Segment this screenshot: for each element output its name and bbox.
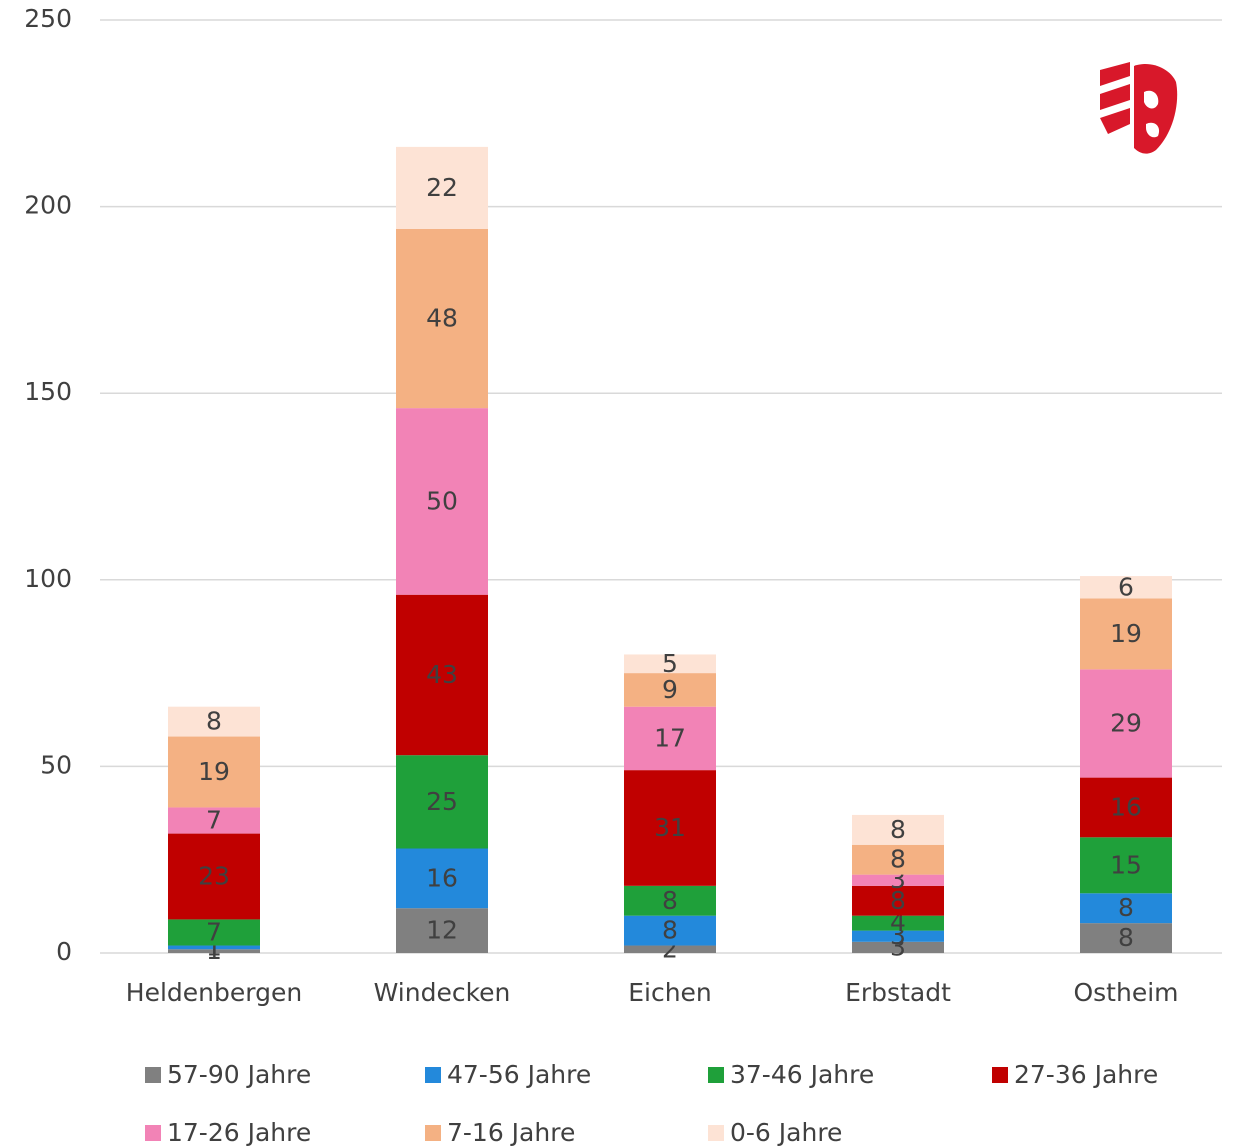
y-tick-label: 100 (24, 564, 72, 593)
legend-label: 57-90 Jahre (167, 1060, 311, 1089)
bar-segment (852, 814, 944, 845)
data-label: 29 (1110, 708, 1142, 737)
data-label: 22 (426, 173, 458, 202)
bar-segment (852, 844, 944, 875)
data-label: 8 (890, 886, 906, 915)
bar-segment (624, 945, 716, 953)
bar-segment (852, 915, 944, 931)
bar-segment (168, 949, 260, 953)
data-label: 48 (426, 304, 458, 333)
data-label: 43 (426, 660, 458, 689)
y-tick-label: 250 (24, 4, 72, 33)
data-label: 19 (198, 757, 230, 786)
bar-segment (852, 930, 944, 942)
legend-label: 17-26 Jahre (167, 1118, 311, 1147)
legend-label: 27-36 Jahre (1014, 1060, 1158, 1089)
bar-segment (1080, 598, 1172, 670)
data-label: 6 (1118, 572, 1134, 601)
bar-segment (396, 908, 488, 953)
bar-segment (396, 848, 488, 909)
legend-swatch (425, 1067, 441, 1083)
legend-swatch (425, 1125, 441, 1141)
bar-segment (168, 706, 260, 737)
bar-segment (624, 885, 716, 916)
bar-segment (396, 408, 488, 595)
bar-segment (168, 807, 260, 834)
data-label: 31 (654, 813, 686, 842)
bar-segment (396, 594, 488, 756)
bar-segment (624, 706, 716, 771)
data-label: 16 (1110, 792, 1142, 821)
data-label: 7 (206, 806, 222, 835)
bar-segment (1080, 576, 1172, 599)
bar-segment (1080, 923, 1172, 953)
x-tick-label: Ostheim (1073, 978, 1178, 1007)
data-label: 8 (1118, 923, 1134, 952)
legend-swatch (708, 1125, 724, 1141)
legend-label: 7-16 Jahre (447, 1118, 575, 1147)
y-tick-label: 150 (24, 377, 72, 406)
x-tick-label: Erbstadt (845, 978, 951, 1007)
bar-segment (396, 755, 488, 849)
legend-swatch (708, 1067, 724, 1083)
logo (1100, 62, 1178, 154)
bar-segment (168, 945, 260, 950)
data-label: 8 (890, 845, 906, 874)
y-tick-label: 0 (56, 937, 72, 966)
data-label: 17 (654, 723, 686, 752)
bar-segment (1080, 837, 1172, 894)
data-label: 8 (890, 815, 906, 844)
legend-swatch (145, 1067, 161, 1083)
bar-segment (624, 770, 716, 886)
y-tick-label: 50 (40, 750, 72, 779)
bar-segment (168, 833, 260, 920)
data-label: 7 (206, 917, 222, 946)
legend-swatch (992, 1067, 1008, 1083)
bar-segment (852, 874, 944, 886)
data-label: 50 (426, 486, 458, 515)
data-label: 8 (662, 916, 678, 945)
data-label: 8 (206, 707, 222, 736)
data-label: 8 (662, 886, 678, 915)
legend-label: 37-46 Jahre (730, 1060, 874, 1089)
bar-segment (396, 146, 488, 229)
x-tick-label: Eichen (628, 978, 712, 1007)
data-label: 16 (426, 863, 458, 892)
bar-segment (168, 736, 260, 808)
legend-label: 47-56 Jahre (447, 1060, 591, 1089)
bar-segment (396, 228, 488, 409)
data-label: 25 (426, 787, 458, 816)
bar-segment (1080, 777, 1172, 838)
data-label: 8 (1118, 893, 1134, 922)
bar-segment (1080, 669, 1172, 778)
bar-segment (624, 673, 716, 707)
bar-segment (1080, 893, 1172, 924)
bar-segment (852, 885, 944, 916)
legend-swatch (145, 1125, 161, 1141)
bar-segment (852, 941, 944, 953)
bar-segment (624, 915, 716, 946)
data-label: 19 (1110, 619, 1142, 648)
bar-segment (624, 654, 716, 674)
x-tick-label: Heldenbergen (126, 978, 302, 1007)
y-tick-label: 200 (24, 191, 72, 220)
data-label: 15 (1110, 850, 1142, 879)
bar-segment (168, 919, 260, 946)
data-label: 23 (198, 861, 230, 890)
data-label: 9 (662, 675, 678, 704)
legend-label: 0-6 Jahre (730, 1118, 842, 1147)
x-tick-label: Windecken (374, 978, 511, 1007)
data-label: 5 (662, 649, 678, 678)
data-label: 12 (426, 916, 458, 945)
